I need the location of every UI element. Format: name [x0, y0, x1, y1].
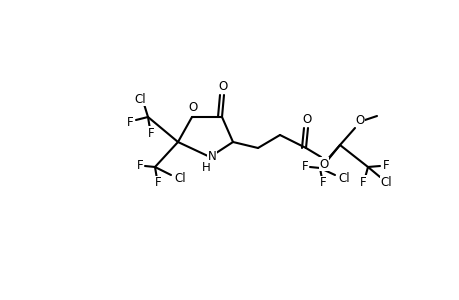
Text: H: H [201, 160, 210, 173]
Text: O: O [319, 158, 328, 170]
Text: O: O [355, 113, 364, 127]
Text: Cl: Cl [379, 176, 391, 190]
Text: F: F [147, 127, 154, 140]
Text: Cl: Cl [174, 172, 185, 185]
Text: N: N [207, 149, 216, 163]
Text: F: F [136, 158, 143, 172]
Text: O: O [302, 112, 311, 125]
Text: F: F [382, 158, 388, 172]
Text: Cl: Cl [337, 172, 349, 184]
Text: Cl: Cl [134, 92, 146, 106]
Text: O: O [218, 80, 227, 92]
Text: O: O [188, 100, 197, 113]
Text: F: F [319, 176, 325, 190]
Text: F: F [359, 176, 365, 188]
Text: F: F [126, 116, 133, 128]
Text: F: F [301, 160, 308, 172]
Text: F: F [154, 176, 161, 190]
